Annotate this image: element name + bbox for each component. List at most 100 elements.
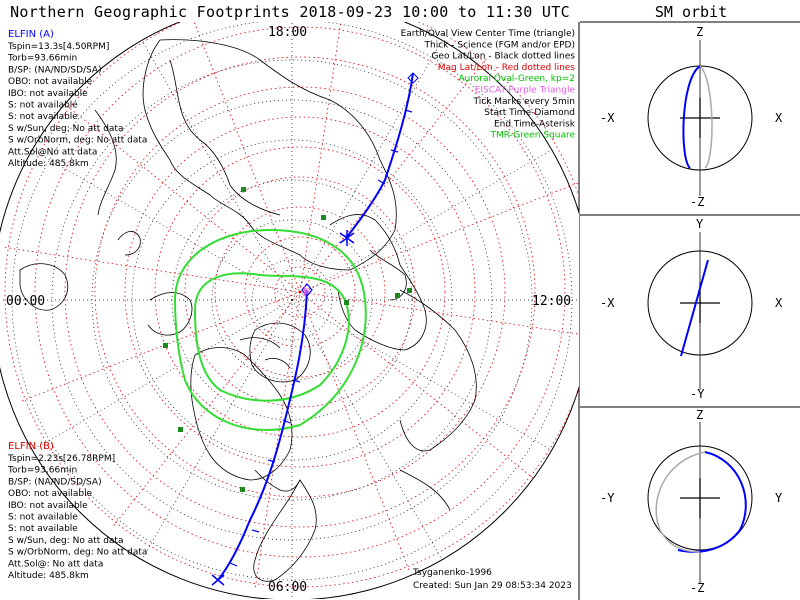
elfin-b-info-line: S: not available — [8, 513, 78, 523]
elfin-a-info-line: Att.Sol@No att data — [8, 147, 97, 157]
tmr-square — [163, 343, 168, 348]
auroral-oval-outer — [173, 228, 367, 431]
sm-orbit-path — [680, 259, 709, 357]
model-name: Tsyganenko-1996 — [412, 568, 492, 578]
legend-entry: Mag Lat/Lon - Red dotted lines — [438, 63, 576, 73]
geo-latlon-grid — [0, 22, 579, 599]
polar-map — [0, 22, 579, 599]
clock-label-top: 18:00 — [268, 25, 307, 40]
europe-outline — [329, 214, 427, 351]
mag-lat-circle — [274, 266, 326, 318]
elfin-b-header: ELFIN (B) — [8, 441, 54, 452]
globe-edge — [0, 22, 579, 599]
japan-outline — [117, 231, 141, 256]
elfin-a-info-line: S w/Sun, deg: No att data — [8, 124, 123, 134]
sm-orbit-title: SM orbit — [654, 3, 728, 21]
map-title: Northern Geographic Footprints 2018-09-2… — [10, 3, 570, 21]
tick-b-5 — [229, 562, 238, 567]
clock-label-right: 12:00 — [532, 294, 571, 309]
africa-outline — [399, 289, 477, 452]
tick-b-1 — [292, 379, 301, 383]
sm-axis-bottom: -Z — [690, 581, 704, 595]
mag-lat-circle — [64, 56, 536, 528]
elfin-b-info-line: B/SP: (NA/ND/SD/SA) — [8, 477, 102, 487]
legend-entry: TMR-Green Square — [489, 131, 575, 141]
elfin-a-info-line: S w/OrbNorm, deg: No att data — [8, 136, 147, 146]
elfin-a-info-line: B/SP: (NA/ND/SD/SA) — [8, 65, 102, 75]
mag-lat-circle — [94, 86, 506, 498]
elfin-end-asterisk — [339, 230, 355, 246]
sm-orbit-back — [699, 65, 713, 169]
elfin-a-header: ELFIN (A) — [8, 29, 54, 40]
elfin-b-info: ELFIN (B) Tspin=2.23s[26.78RPM] Torb=93.6… — [7, 441, 147, 581]
sm-axis-bottom: -Z — [690, 195, 704, 209]
eurasia-outline — [142, 39, 397, 271]
mag-lat-circle — [244, 236, 356, 348]
sm-panel-yz: Z -Z -Y Y — [600, 408, 783, 595]
elfin-b-info-line: Altitude: 485.8km — [8, 571, 89, 581]
elfin-a-info-line: Altitude: 485.8km — [8, 159, 89, 169]
sm-axis-right: X — [775, 111, 783, 125]
elfin-b-end-asterisk — [211, 574, 225, 586]
elfin-a-info-line: OBO: not available — [8, 77, 93, 87]
tmr-square — [407, 288, 412, 293]
elfin-a-info-line: Torb=93.66min — [7, 54, 77, 64]
mag-lon-line — [20, 291, 301, 402]
sm-orbit-path — [677, 451, 747, 553]
elfin-b-info-line: Torb=93.66min — [7, 466, 77, 476]
sm-axis-left: -X — [600, 296, 615, 310]
sm-axis-bottom: -Y — [690, 387, 705, 401]
mag-lat-circle — [34, 26, 566, 558]
elfin-b-info-line: Att.Sol@: No att data — [8, 559, 103, 569]
mag-lon-line — [3, 246, 301, 293]
mag-lon-line — [299, 291, 579, 335]
antarctica-edge — [399, 469, 451, 511]
legend-entry: Start Time-Diamond — [484, 108, 575, 118]
legend-entry: Geo Lat/Lon - Black dotted lines — [431, 52, 575, 62]
sm-axis-right: Y — [775, 491, 783, 505]
earth-circle — [647, 445, 753, 551]
tmr-square — [241, 187, 246, 192]
central-america — [254, 469, 301, 492]
tick-b-4 — [251, 529, 260, 533]
mag-lat-circle — [184, 176, 416, 408]
sm-orbit-back — [655, 451, 706, 553]
elfin-b-orbit-line — [217, 289, 308, 581]
mag-lon-line — [299, 291, 410, 572]
australia-outline — [19, 263, 69, 311]
mag-lon-line — [299, 291, 535, 480]
auroral-oval — [173, 228, 367, 431]
legend-entry: Auroral Oval-Green, kp=2 — [458, 74, 575, 84]
tmr-square — [321, 215, 326, 220]
mag-lon-line — [299, 57, 488, 293]
elfin-a-start-diamond — [407, 72, 419, 84]
china-coast — [169, 59, 281, 216]
elfin-a-info-line: S: not available — [8, 101, 78, 111]
sm-panel-xz: Z -Z -X X — [600, 25, 783, 209]
continent-outlines — [19, 39, 477, 582]
north-america-outline — [190, 347, 293, 481]
indian-subcontinent — [94, 109, 117, 216]
elfin-b-info-line: OBO: not available — [8, 489, 93, 499]
tmr-square — [395, 293, 400, 298]
mag-lon-line — [65, 104, 301, 293]
alaska-outline — [147, 292, 193, 336]
elfin-b-info-line: S w/Sun, deg: No att data — [8, 536, 123, 546]
sm-axis-left: -Y — [600, 491, 615, 505]
legend-entry: EISCAT-Purple Triangle — [475, 86, 576, 96]
mag-lat-circle — [214, 206, 386, 378]
auroral-oval-inner — [193, 272, 350, 402]
sm-orbit-path — [682, 65, 701, 169]
mag-lon-line — [299, 182, 579, 293]
track-tick-marks — [229, 109, 413, 567]
sm-axis-right: X — [775, 296, 783, 310]
eiscat-triangle — [304, 286, 310, 296]
tmr-square — [178, 427, 183, 432]
elfin-start-diamond — [301, 283, 313, 297]
elfin-a-info: ELFIN (A) Tspin=13.3s[4.50RPM] Torb=93.66… — [7, 29, 147, 169]
sm-panel-xy: Y -Y -X X — [600, 217, 783, 401]
tick-b-2 — [282, 419, 291, 424]
tick-a-2 — [390, 149, 399, 153]
tick-b-3 — [267, 459, 276, 463]
